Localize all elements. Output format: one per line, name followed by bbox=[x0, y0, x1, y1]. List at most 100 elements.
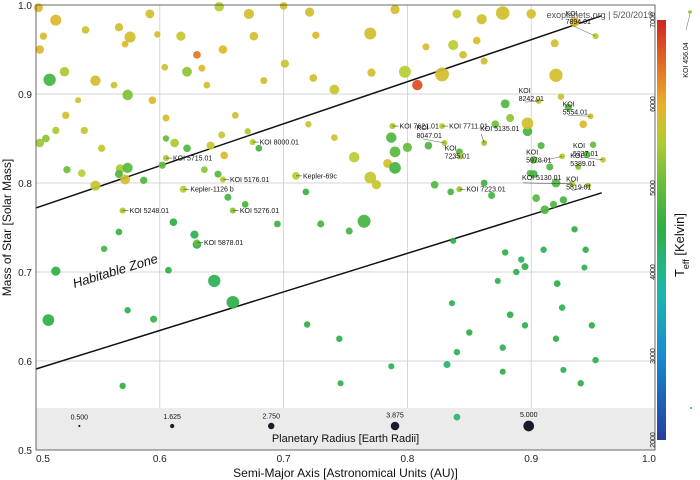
planet-point bbox=[214, 2, 224, 12]
planet-point bbox=[120, 174, 131, 185]
planet-label-group: KOI 7711.01 bbox=[442, 124, 488, 131]
planet-point bbox=[448, 39, 459, 51]
planet-point bbox=[122, 162, 133, 173]
planet-point bbox=[398, 65, 411, 78]
planet-point bbox=[190, 230, 199, 239]
planet-point bbox=[521, 263, 529, 271]
planet-point bbox=[412, 79, 423, 91]
x-tick-label: 0.6 bbox=[153, 454, 167, 465]
y-tick-label: 0.5 bbox=[18, 446, 32, 457]
planet-point bbox=[51, 266, 61, 276]
planet-label: 5554.01 bbox=[563, 109, 588, 116]
habitable-zone-lower-line bbox=[35, 192, 602, 370]
planet-point bbox=[452, 9, 462, 19]
colorbar: 2000 3000 4000 5000 6000 7000 Teff [Kelvin] KOI… bbox=[650, 10, 692, 448]
planet-point bbox=[443, 361, 451, 369]
planet-point bbox=[161, 63, 169, 71]
planet-point bbox=[303, 321, 311, 328]
planet-point bbox=[122, 89, 133, 101]
planet-point bbox=[501, 249, 509, 256]
planet-point bbox=[390, 4, 400, 15]
planet-label: 5389.01 bbox=[570, 161, 595, 168]
planet-point bbox=[402, 142, 413, 153]
x-tick-label: 1.0 bbox=[642, 454, 656, 465]
planet-label: 5978.01 bbox=[526, 157, 551, 164]
planet-point bbox=[110, 81, 118, 89]
planet-point bbox=[448, 300, 456, 307]
planet-label-leader bbox=[532, 156, 563, 164]
planet-label-group: KOI 8000.01 bbox=[252, 140, 299, 147]
planet-point bbox=[279, 2, 288, 10]
planet-point bbox=[480, 57, 488, 65]
planet-label: KOI 5130.01 bbox=[522, 175, 561, 182]
planet-point bbox=[121, 40, 129, 48]
planet-label: KOI 5135.01 bbox=[480, 126, 519, 133]
credit-text: exoplanets.org | 5/20/2019 bbox=[547, 10, 653, 20]
planet-point bbox=[317, 220, 325, 228]
planet-point bbox=[81, 26, 90, 34]
planet-point bbox=[162, 114, 170, 122]
planet-point bbox=[241, 200, 249, 208]
planet-point bbox=[42, 134, 50, 143]
planet-point bbox=[560, 366, 567, 373]
planet-point bbox=[182, 66, 192, 77]
planet-label: KOI bbox=[570, 153, 582, 160]
planet-point bbox=[526, 9, 536, 19]
colorbar-tick-label: 7000 bbox=[650, 12, 657, 28]
x-tick-label: 0.8 bbox=[400, 454, 414, 465]
planet-point bbox=[214, 170, 222, 178]
colorbar-tick-label: 3000 bbox=[650, 348, 657, 364]
planet-point bbox=[345, 227, 353, 235]
planet-point bbox=[357, 214, 371, 228]
planet-label: KOI 5248.01 bbox=[130, 208, 169, 215]
planet-point bbox=[499, 344, 506, 351]
planet-point bbox=[312, 31, 320, 39]
planet-point bbox=[226, 295, 240, 309]
planet-point bbox=[364, 171, 377, 184]
planet-label-group: Kepler-69c bbox=[295, 173, 337, 180]
planet-point bbox=[249, 31, 259, 41]
size-legend-label: 2.750 bbox=[262, 413, 280, 420]
planet-point bbox=[206, 141, 215, 150]
planet-point bbox=[367, 68, 376, 77]
planet-label-group: KOI 5135.01 bbox=[480, 126, 520, 144]
y-axis-title: Mass of Star [Solar Mass] bbox=[0, 159, 14, 296]
planet-label: KOI 5176.01 bbox=[230, 177, 269, 184]
planet-point bbox=[513, 268, 520, 276]
planet-point bbox=[80, 126, 88, 135]
planet-label: 7894.01 bbox=[566, 19, 591, 26]
planet-point bbox=[495, 6, 510, 20]
colorbar-title: Teff [Kelvin] bbox=[672, 213, 691, 277]
planet-label: 8047.01 bbox=[417, 133, 442, 140]
planet-point bbox=[77, 169, 86, 178]
size-legend-title: Planetary Radius [Earth Radii] bbox=[272, 433, 419, 445]
planet-point bbox=[558, 304, 566, 311]
y-tick-label: 0.9 bbox=[18, 90, 32, 101]
planet-point bbox=[176, 31, 186, 41]
planet-point bbox=[564, 103, 573, 112]
planet-point bbox=[34, 3, 43, 13]
planet-label: KOI 5715.01 bbox=[173, 156, 212, 163]
planet-point bbox=[231, 111, 239, 119]
planet-point bbox=[571, 226, 578, 233]
planet-point bbox=[218, 131, 226, 139]
planet-point bbox=[422, 43, 430, 51]
planet-label: KOI bbox=[573, 143, 585, 150]
size-legend-marker bbox=[390, 421, 400, 431]
planet-label-group: KOI 5276.01 bbox=[232, 208, 279, 215]
planet-point bbox=[148, 96, 157, 105]
planet-label-group: KOI 5878.01 bbox=[196, 240, 243, 247]
planet-point bbox=[158, 161, 166, 169]
planet-label: KOI 8000.01 bbox=[260, 140, 299, 147]
planet-point bbox=[559, 196, 568, 204]
planet-point bbox=[371, 180, 382, 190]
planet-point bbox=[169, 218, 178, 226]
planet-point bbox=[218, 45, 228, 54]
planet-point bbox=[337, 380, 344, 387]
